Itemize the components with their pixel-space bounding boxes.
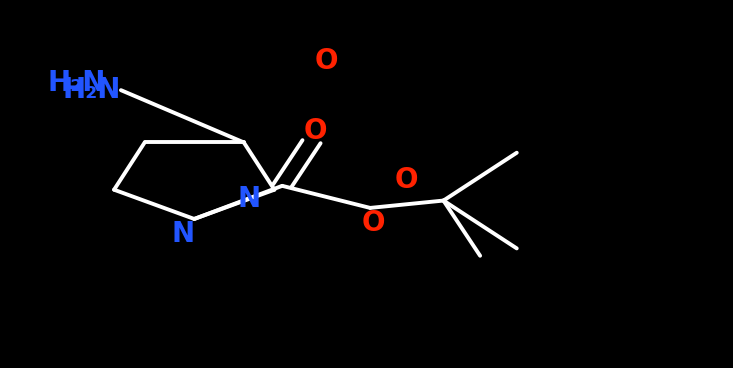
Text: O: O xyxy=(303,117,327,145)
Text: H₂N: H₂N xyxy=(48,69,106,97)
Text: N: N xyxy=(172,220,195,248)
Text: O: O xyxy=(314,47,338,75)
Text: O: O xyxy=(395,166,419,194)
Text: N: N xyxy=(237,185,261,213)
Text: H₂N: H₂N xyxy=(62,76,121,104)
Text: O: O xyxy=(362,209,386,237)
